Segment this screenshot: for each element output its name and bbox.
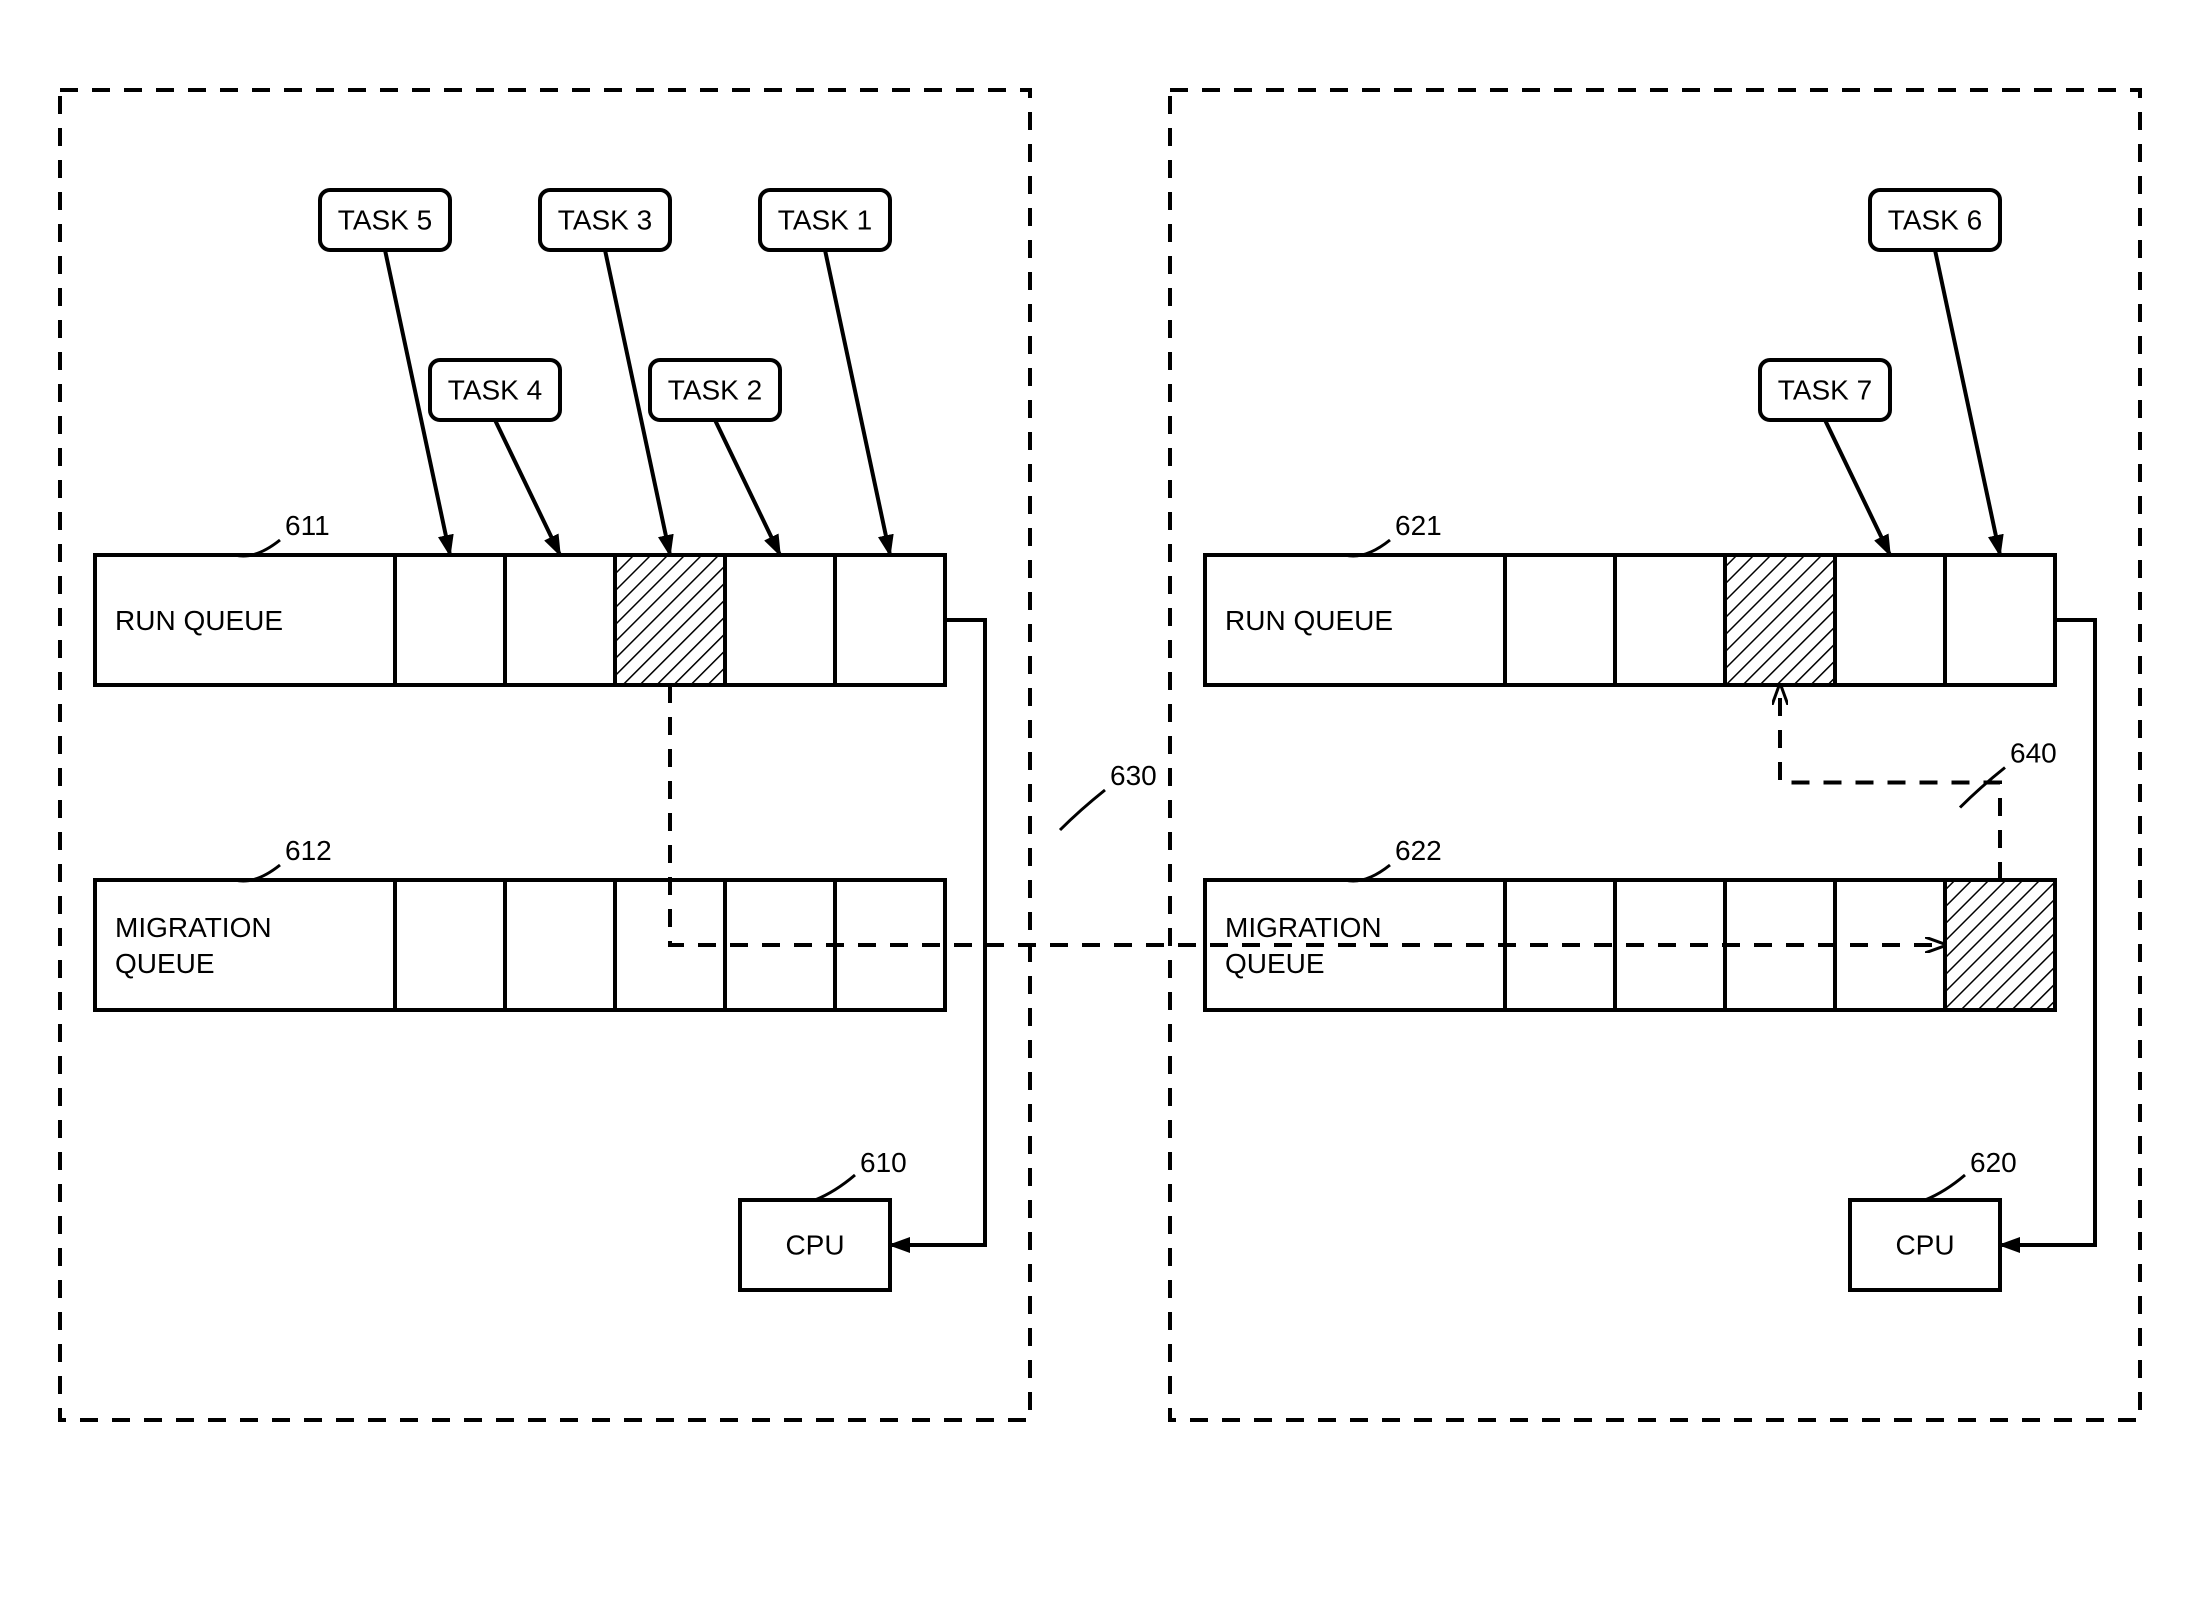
task-label: TASK 1	[778, 204, 872, 235]
hatched-slot	[1725, 555, 1835, 685]
svg-text:MIGRATION: MIGRATION	[1225, 912, 1382, 943]
cpu-label: CPU	[785, 1229, 844, 1260]
svg-text:640: 640	[2010, 738, 2057, 769]
task-label: TASK 7	[1778, 374, 1872, 405]
ref-number: 622	[1395, 835, 1442, 866]
task-label: TASK 2	[668, 374, 762, 405]
ref-number: 611	[285, 510, 330, 541]
task-label: TASK 3	[558, 204, 652, 235]
task-label: TASK 6	[1888, 204, 1982, 235]
svg-text:MIGRATION: MIGRATION	[115, 912, 272, 943]
dashed-container	[1170, 90, 2140, 1420]
task-arrow	[1825, 420, 1890, 555]
queue-label: RUN QUEUE	[115, 605, 283, 636]
queue-label: RUN QUEUE	[1225, 605, 1393, 636]
task-label: TASK 5	[338, 204, 432, 235]
svg-text:610: 610	[860, 1147, 907, 1178]
task-arrow	[1935, 250, 2000, 555]
svg-text:630: 630	[1110, 760, 1157, 791]
ref-number: 612	[285, 835, 332, 866]
hatched-slot	[615, 555, 725, 685]
queue-box	[95, 880, 945, 1010]
cpu-label: CPU	[1895, 1229, 1954, 1260]
dashed-container	[60, 90, 1030, 1420]
task-arrow	[495, 420, 560, 555]
dashed-arrow	[1780, 685, 2000, 880]
svg-text:620: 620	[1970, 1147, 2017, 1178]
task-arrow	[605, 250, 670, 555]
task-arrow	[715, 420, 780, 555]
task-label: TASK 4	[448, 374, 542, 405]
task-arrow	[385, 250, 450, 555]
svg-text:QUEUE: QUEUE	[115, 948, 215, 979]
task-arrow	[825, 250, 890, 555]
svg-text:QUEUE: QUEUE	[1225, 948, 1325, 979]
hatched-slot	[1945, 880, 2055, 1010]
ref-number: 621	[1395, 510, 1442, 541]
dashed-arrow	[670, 685, 1945, 945]
